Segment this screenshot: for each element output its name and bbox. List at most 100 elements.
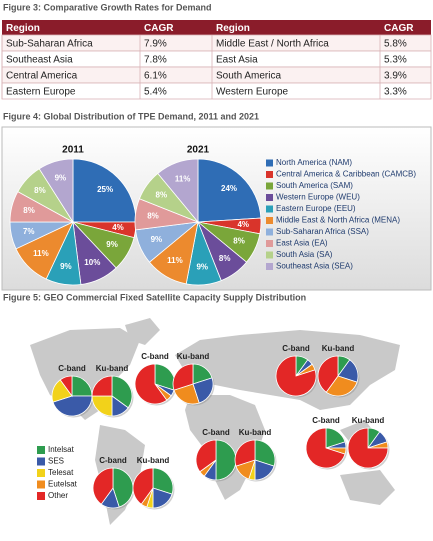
legend-swatch	[266, 217, 273, 224]
pie-label: Ku-band	[177, 352, 210, 361]
legend-swatch	[266, 251, 273, 259]
pie-slice	[172, 363, 194, 391]
pie-slice	[275, 355, 317, 397]
legend-swatch	[266, 159, 273, 167]
legend-label: Sub-Saharan Africa (SSA)	[276, 227, 369, 236]
table-cell: 5.4%	[144, 87, 167, 98]
pie-slice	[347, 427, 389, 469]
pie-slice	[59, 375, 73, 398]
pie-slice	[52, 395, 93, 417]
table-cell: South America	[216, 71, 281, 82]
pie-label: 8%	[147, 211, 159, 220]
pie-slice	[111, 375, 133, 409]
table-cell: 5.3%	[384, 55, 407, 66]
pie-slice	[132, 467, 154, 505]
legend-swatch	[37, 480, 45, 489]
table-cell: 5.8%	[384, 39, 407, 50]
table-cell: 7.9%	[144, 39, 167, 50]
legend-swatch	[266, 228, 273, 236]
pie-label: C-band	[312, 416, 340, 425]
pie-slice	[254, 439, 276, 467]
legend-label: East Asia (EA)	[276, 239, 328, 248]
legend-label: SES	[48, 457, 64, 466]
pie-label: 8%	[23, 206, 35, 215]
table-cell: East Asia	[216, 55, 258, 66]
pie-label: Ku-band	[96, 364, 129, 373]
pie-label: 9%	[196, 262, 208, 271]
table-header-cell: CAGR	[144, 23, 174, 34]
pie-label: 9%	[60, 262, 72, 271]
table-header-bg	[2, 20, 431, 35]
legend-label: Western Europe (WEU)	[276, 193, 360, 202]
pie-label: 4%	[112, 223, 124, 232]
pie-label: Ku-band	[322, 344, 355, 353]
pie-slice	[317, 355, 339, 393]
legend-label: Central America & Caribbean (CAMCB)	[276, 170, 416, 179]
caption: Figure 5: GEO Commercial Fixed Satellite…	[3, 292, 306, 302]
pie-label: Ku-band	[137, 456, 170, 465]
legend-label: Eastern Europe (EEU)	[276, 204, 356, 213]
pie-slice	[192, 377, 214, 404]
pie-slice	[173, 383, 200, 405]
table-cell: Sub-Saharan Africa	[6, 39, 93, 50]
legend-label: North America (NAM)	[276, 158, 352, 167]
legend-swatch	[37, 446, 45, 454]
pie-label: Ku-band	[352, 416, 385, 425]
pie-label: 24%	[221, 184, 237, 193]
pie-label: C-band	[282, 344, 310, 353]
pie-slice	[112, 467, 134, 508]
pie-label: 7%	[23, 227, 35, 236]
pie-label: 8%	[219, 254, 231, 263]
pie-label: C-band	[202, 428, 230, 437]
pie-slice	[157, 158, 199, 224]
pie-title: 2021	[187, 145, 210, 156]
pie-slice	[234, 439, 256, 467]
pie-slice	[38, 158, 74, 224]
pie-label: Ku-band	[239, 428, 272, 437]
caption: Figure 3: Comparative Growth Rates for D…	[3, 2, 212, 12]
legend-swatch	[266, 194, 273, 201]
pie-slice	[91, 375, 113, 397]
pie-slice	[325, 375, 358, 397]
caption: Figure 4: Global Distribution of TPE Dem…	[3, 111, 259, 121]
legend-swatch	[37, 492, 45, 500]
legend-swatch	[266, 205, 273, 213]
table-cell: Central America	[6, 71, 78, 82]
pie-label: 11%	[175, 174, 191, 183]
pie-label: 4%	[237, 220, 249, 229]
table-cell: 7.8%	[144, 55, 167, 66]
table-cell: Eastern Europe	[6, 87, 76, 98]
pie-label: 9%	[106, 240, 118, 249]
table-header-cell: Region	[6, 23, 40, 34]
pie-label: C-band	[141, 352, 169, 361]
pie-slice	[197, 158, 262, 223]
legend-label: Eutelsat	[48, 480, 78, 489]
legend-label: Middle East & North Africa (MENA)	[276, 216, 400, 225]
pie-slice	[134, 363, 168, 405]
table-cell: Western Europe	[216, 87, 289, 98]
legend-label: South Asia (SA)	[276, 250, 333, 259]
pie-label: 10%	[84, 258, 100, 267]
pie-label: 9%	[55, 174, 67, 183]
pie-label: C-band	[99, 456, 127, 465]
pie-label: 11%	[167, 256, 183, 265]
pie-label: C-band	[58, 364, 86, 373]
pie-slice	[92, 467, 114, 505]
table-cell: 3.3%	[384, 87, 407, 98]
legend-swatch	[266, 263, 273, 270]
pie-label: 8%	[233, 236, 245, 245]
pie-title: 2011	[62, 145, 84, 156]
legend-swatch	[37, 469, 45, 477]
table-cell: 6.1%	[144, 71, 167, 82]
pie-label: 8%	[156, 190, 168, 199]
legend-swatch	[37, 457, 45, 466]
table-cell: 3.9%	[384, 71, 407, 82]
pie-slice	[195, 439, 217, 473]
pie-label: 25%	[97, 185, 113, 194]
legend-label: Southeast Asia (SEA)	[276, 262, 353, 271]
pie-slice	[152, 467, 174, 495]
table-cell: Middle East / North Africa	[216, 39, 329, 50]
pie-slice	[305, 427, 346, 469]
legend-label: South America (SAM)	[276, 181, 353, 190]
